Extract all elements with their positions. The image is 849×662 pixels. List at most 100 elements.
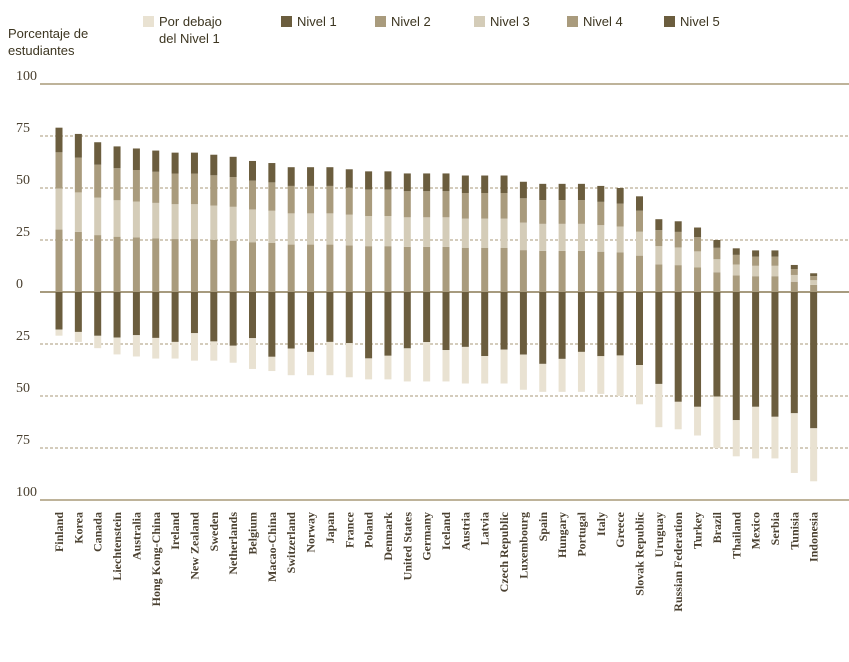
bar-segment-level4 xyxy=(519,198,527,223)
bar-segment-below-level1 xyxy=(384,355,392,380)
bar-segment-level5 xyxy=(74,133,82,158)
x-category-label: Turkey xyxy=(691,512,705,549)
bar-segment-level5 xyxy=(810,273,818,277)
bar-segment-level5 xyxy=(558,183,566,201)
bar-segment-below-level1 xyxy=(577,351,585,392)
bar-segment-level4 xyxy=(190,173,198,205)
bar-segment-level4 xyxy=(152,171,160,203)
bar-segment-level3 xyxy=(442,217,450,247)
x-category-label: Latvia xyxy=(478,512,492,545)
x-category-label: Denmark xyxy=(381,512,395,561)
bar-segment-below-level1 xyxy=(461,346,469,384)
x-category-label: Italy xyxy=(594,512,608,536)
x-category-label: Uruguay xyxy=(652,512,666,557)
x-category-label: Korea xyxy=(71,512,85,544)
bar-segment-level2 xyxy=(345,245,353,292)
bar-segment-level1 xyxy=(790,292,798,414)
legend-swatch-level4 xyxy=(567,16,578,27)
bar-segment-below-level1 xyxy=(171,341,179,359)
x-category-label: Slovak Republic xyxy=(633,511,647,595)
y-tick-label: 75 xyxy=(16,433,30,448)
bar-segment-below-level1 xyxy=(132,335,140,357)
bar-segment-level1 xyxy=(771,292,779,417)
bar-segment-level1 xyxy=(732,292,740,421)
bar-segment-level2 xyxy=(229,240,237,292)
bar-segment-level5 xyxy=(616,188,624,204)
bar-segment-level5 xyxy=(210,154,218,176)
bar-segment-below-level1 xyxy=(287,348,295,376)
bar-segment-level2 xyxy=(326,244,334,292)
bar-segment-level3 xyxy=(519,222,527,251)
bar-segment-below-level1 xyxy=(732,420,740,457)
bar-segment-level2 xyxy=(113,236,121,292)
bar-segment-level1 xyxy=(636,292,643,366)
x-category-label: Russian Federation xyxy=(671,512,685,612)
bar-segment-below-level1 xyxy=(326,341,334,376)
bar-segment-level1 xyxy=(326,292,334,342)
bar-segment-level1 xyxy=(481,292,489,357)
bar-segment-below-level1 xyxy=(790,413,798,473)
bar-segment-level1 xyxy=(752,292,760,407)
bar-segment-level3 xyxy=(674,247,682,266)
bar-segment-level5 xyxy=(365,171,373,190)
bar-segment-below-level1 xyxy=(500,349,508,384)
bar-segment-below-level1 xyxy=(249,338,256,369)
bar-segment-level5 xyxy=(152,150,160,172)
bar-segment-level5 xyxy=(790,264,798,270)
bar-segment-below-level1 xyxy=(365,358,373,380)
bar-segment-level2 xyxy=(365,246,373,292)
bar-segment-level1 xyxy=(345,292,353,344)
bar-segment-level4 xyxy=(74,157,82,193)
legend-swatch-level1 xyxy=(281,16,292,27)
bar-segment-level3 xyxy=(655,246,663,265)
bar-segment-level2 xyxy=(597,251,605,292)
bar-segment-level5 xyxy=(732,248,740,255)
bar-segment-level4 xyxy=(268,182,276,211)
bar-segment-level4 xyxy=(442,191,450,218)
bar-segment-level3 xyxy=(810,280,818,285)
bar-segment-level3 xyxy=(403,217,411,247)
bar-segment-level3 xyxy=(132,201,140,238)
bar-segment-level5 xyxy=(577,183,585,201)
bar-segment-level5 xyxy=(461,175,469,193)
bar-segment-level4 xyxy=(210,175,218,206)
x-category-label: Indonesia xyxy=(807,512,821,562)
legend-label-below-level1: Por debajo del Nivel 1 xyxy=(159,14,222,46)
bar-segment-level3 xyxy=(732,264,740,276)
bar-segment-level4 xyxy=(229,177,237,207)
bar-segment-level3 xyxy=(713,259,721,273)
bar-segment-level4 xyxy=(577,200,585,224)
bar-segment-level4 xyxy=(810,276,818,281)
bar-segment-below-level1 xyxy=(519,354,527,390)
bar-segment-level3 xyxy=(558,223,566,251)
bar-segment-level2 xyxy=(790,281,798,292)
x-category-label: Macao-China xyxy=(265,512,279,582)
bar-segment-below-level1 xyxy=(771,416,779,459)
legend-label-level2: Nivel 2 xyxy=(391,14,431,29)
bar-segment-level1 xyxy=(500,292,508,350)
bar-segment-below-level1 xyxy=(597,356,605,394)
bar-segment-level1 xyxy=(384,292,392,356)
bar-segment-level3 xyxy=(229,206,237,241)
legend-label-level4: Nivel 4 xyxy=(583,14,623,29)
bar-segment-level3 xyxy=(152,202,160,239)
bar-segment-level1 xyxy=(403,292,411,349)
bar-segment-level4 xyxy=(500,192,508,219)
bar-segment-level5 xyxy=(326,167,334,186)
x-category-label: Tunisia xyxy=(787,512,801,550)
bar-segment-level5 xyxy=(55,127,63,153)
bar-segment-level3 xyxy=(113,200,121,237)
bar-segment-level2 xyxy=(752,276,760,292)
bar-segment-level1 xyxy=(655,292,663,384)
legend-swatch-below-level1 xyxy=(143,16,154,27)
bar-segment-level4 xyxy=(287,185,295,214)
bar-segment-level2 xyxy=(152,238,160,292)
bar-segment-level2 xyxy=(403,246,411,292)
y-tick-label: 100 xyxy=(16,69,37,84)
bar-segment-below-level1 xyxy=(713,396,721,448)
bar-segment-level2 xyxy=(442,246,450,292)
bar-segment-below-level1 xyxy=(752,406,760,459)
x-category-label: Germany xyxy=(420,512,434,561)
x-category-label: France xyxy=(342,511,356,548)
bar-segment-level2 xyxy=(810,284,818,292)
